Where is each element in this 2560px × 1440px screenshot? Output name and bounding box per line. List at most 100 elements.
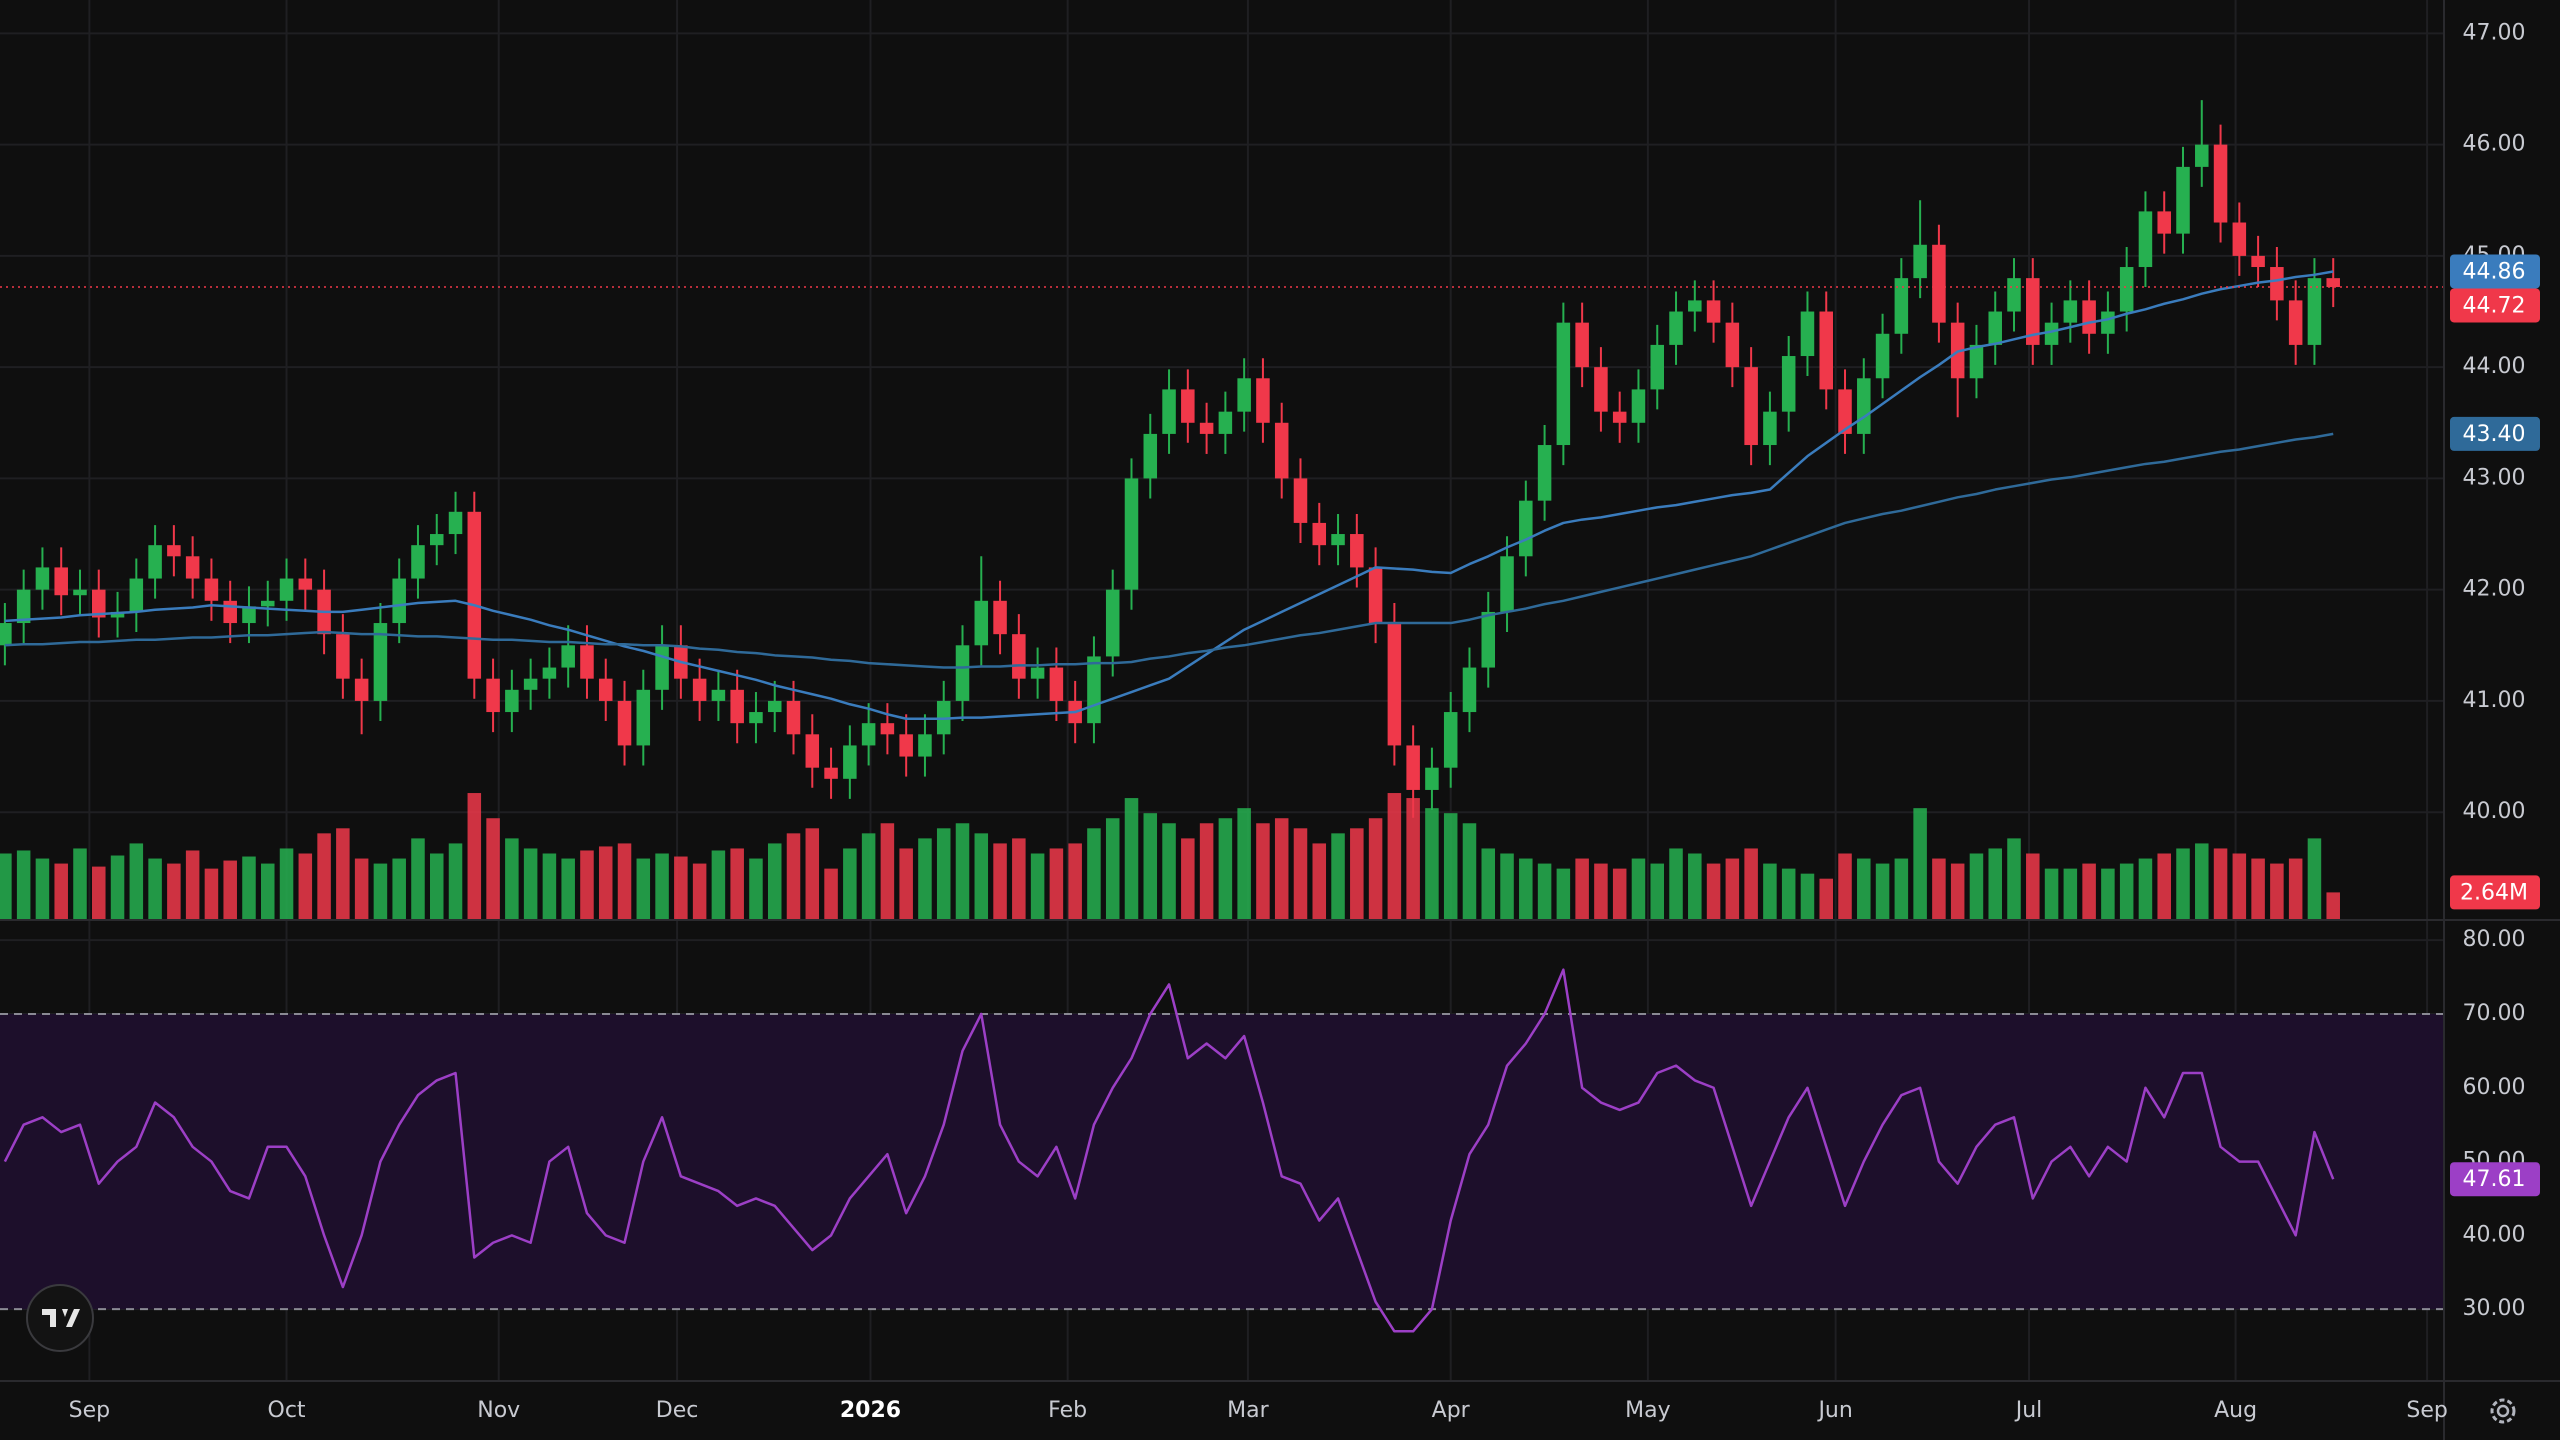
candle-body bbox=[35, 567, 50, 590]
volume-bar bbox=[298, 853, 313, 919]
volume-bar bbox=[2157, 853, 2171, 919]
x-tick-label: Apr bbox=[1432, 1398, 1471, 1423]
volume-bar bbox=[1650, 863, 1665, 919]
candle-body bbox=[861, 723, 876, 746]
volume-bar bbox=[1969, 853, 1984, 919]
candle-body bbox=[1199, 422, 1214, 434]
volume-bar bbox=[110, 855, 125, 919]
volume-bar bbox=[580, 850, 594, 919]
volume-bar bbox=[955, 823, 970, 919]
candle-body bbox=[1688, 300, 1702, 312]
volume-bar bbox=[1462, 823, 1477, 919]
value-label-box bbox=[2450, 416, 2540, 451]
volume-bar bbox=[2026, 853, 2040, 919]
candle-body bbox=[2044, 322, 2059, 345]
volume-bar bbox=[1312, 843, 1327, 919]
candle-body bbox=[824, 767, 838, 779]
volume-bar bbox=[786, 833, 801, 919]
volume-bar bbox=[1387, 793, 1402, 919]
volume-bar bbox=[336, 828, 350, 919]
line-layer bbox=[0, 270, 2444, 1333]
volume-bar bbox=[1087, 828, 1101, 919]
x-tick-label: Nov bbox=[477, 1398, 520, 1423]
candle-body bbox=[1932, 244, 1946, 323]
x-tick-label: 2026 bbox=[840, 1398, 901, 1423]
candle-body bbox=[843, 745, 857, 779]
candle-body bbox=[185, 556, 200, 579]
volume-bar bbox=[1556, 868, 1571, 919]
candle-body bbox=[1218, 411, 1233, 434]
candle-body bbox=[167, 545, 181, 557]
candle-body bbox=[2007, 278, 2021, 312]
volume-bar bbox=[1030, 853, 1045, 919]
volume-bar bbox=[429, 853, 444, 919]
candle-body bbox=[1105, 589, 1120, 657]
candle-body bbox=[1819, 311, 1833, 390]
volume-bar bbox=[974, 833, 989, 919]
volume-bar bbox=[598, 846, 613, 919]
volume-bar bbox=[899, 848, 913, 919]
candle-body bbox=[2026, 278, 2040, 345]
rsi-line bbox=[3, 968, 2335, 1333]
candle-body bbox=[1350, 534, 1364, 568]
volume-bar bbox=[223, 860, 237, 919]
volume-bar bbox=[767, 843, 782, 919]
volume-bar bbox=[861, 833, 876, 919]
candle-body bbox=[1012, 634, 1026, 679]
volume-bar bbox=[1537, 863, 1552, 919]
candle-body bbox=[1875, 333, 1890, 379]
volume-bar bbox=[1894, 858, 1909, 919]
y-tick-label: 42.00 bbox=[2463, 577, 2526, 602]
candle-body bbox=[505, 689, 519, 713]
candle-body bbox=[1612, 411, 1627, 423]
candle-body bbox=[204, 578, 219, 601]
candle-body bbox=[467, 511, 482, 679]
logo[interactable] bbox=[26, 1284, 94, 1352]
x-tick-label: Sep bbox=[69, 1398, 110, 1423]
volume-bar bbox=[1406, 798, 1420, 919]
candle-body bbox=[1481, 611, 1496, 668]
value-label-box bbox=[2450, 254, 2540, 289]
volume-bar bbox=[1425, 808, 1439, 919]
volume-bar bbox=[2176, 848, 2190, 919]
volume-bar bbox=[1331, 833, 1345, 919]
volume-bar bbox=[35, 858, 50, 919]
candle-body bbox=[448, 511, 463, 535]
volume-bar bbox=[1443, 813, 1458, 919]
candle-body bbox=[373, 623, 388, 701]
volume-bar bbox=[1819, 878, 1833, 919]
volume-bar bbox=[843, 848, 857, 919]
volume-bar bbox=[1181, 838, 1195, 919]
candle-body bbox=[1631, 389, 1646, 423]
volume-bar bbox=[1218, 818, 1233, 919]
volume-bar bbox=[617, 843, 632, 919]
volume-bar bbox=[1237, 808, 1251, 919]
volume-bar bbox=[1068, 843, 1082, 919]
volume-bar bbox=[92, 866, 106, 919]
candle-body bbox=[2232, 222, 2247, 256]
candle-body bbox=[2082, 300, 2096, 334]
candle-body bbox=[1575, 322, 1589, 368]
candle-body bbox=[1443, 712, 1458, 768]
volume-bar bbox=[2288, 858, 2303, 919]
volume-bar bbox=[749, 858, 763, 919]
volume-bar bbox=[711, 850, 726, 919]
x-tick-label: Aug bbox=[2214, 1398, 2257, 1423]
candle-body bbox=[1500, 556, 1514, 612]
y-tick-label: 30.00 bbox=[2463, 1296, 2526, 1321]
volume-bar bbox=[1800, 873, 1815, 919]
candle-body bbox=[1387, 623, 1402, 746]
volume-bar bbox=[1988, 848, 2002, 919]
candle-body bbox=[2138, 211, 2153, 268]
value-label: 44.86 bbox=[2463, 259, 2526, 284]
candle-body bbox=[1124, 478, 1139, 590]
candle-layer bbox=[0, 100, 2340, 818]
volume-bar bbox=[1744, 848, 1758, 919]
volume-bar bbox=[486, 818, 500, 919]
volume-bar bbox=[1950, 863, 1965, 919]
candle-body bbox=[2288, 300, 2303, 345]
logo-circle bbox=[26, 1284, 94, 1352]
settings-icon[interactable] bbox=[2490, 1398, 2516, 1424]
candle-body bbox=[336, 634, 350, 679]
